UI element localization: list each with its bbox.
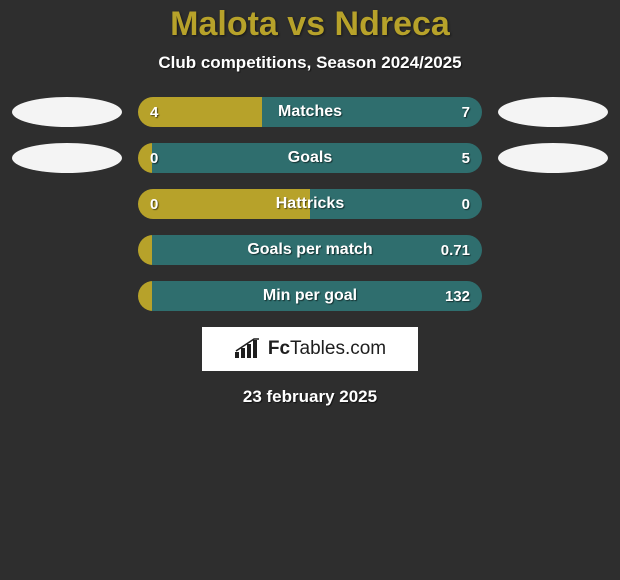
bar-label: Hattricks bbox=[138, 189, 482, 219]
stat-rows: 47Matches 05Goals 00Hattricks 0.71Goals per… bbox=[0, 97, 620, 311]
logo-slot bbox=[498, 189, 608, 219]
logo-slot bbox=[498, 235, 608, 265]
stat-row: 0.71Goals per match bbox=[0, 235, 620, 265]
bars-icon bbox=[234, 338, 262, 360]
logo-slot bbox=[12, 235, 122, 265]
stat-row: 05Goals bbox=[0, 143, 620, 173]
brand-main: Tables bbox=[290, 338, 345, 359]
date-text: 23 february 2025 bbox=[0, 387, 620, 407]
bar-label: Goals per match bbox=[138, 235, 482, 265]
team-logo-left bbox=[12, 97, 122, 127]
brand-suffix: .com bbox=[345, 338, 386, 359]
bar-label: Matches bbox=[138, 97, 482, 127]
stat-row: 00Hattricks bbox=[0, 189, 620, 219]
team-logo-left bbox=[12, 143, 122, 173]
stat-bar: 132Min per goal bbox=[138, 281, 482, 311]
stat-bar: 00Hattricks bbox=[138, 189, 482, 219]
logo-slot bbox=[12, 281, 122, 311]
comparison-infographic: Malota vs Ndreca Club competitions, Seas… bbox=[0, 0, 620, 580]
subtitle: Club competitions, Season 2024/2025 bbox=[0, 53, 620, 73]
team-logo-right bbox=[498, 97, 608, 127]
logo-slot bbox=[498, 281, 608, 311]
team-logo-right bbox=[498, 143, 608, 173]
stat-row: 132Min per goal bbox=[0, 281, 620, 311]
brand-text: FcTables.com bbox=[268, 338, 386, 360]
stat-row: 47Matches bbox=[0, 97, 620, 127]
bar-label: Min per goal bbox=[138, 281, 482, 311]
stat-bar: 05Goals bbox=[138, 143, 482, 173]
stat-bar: 0.71Goals per match bbox=[138, 235, 482, 265]
logo-slot bbox=[12, 189, 122, 219]
bar-label: Goals bbox=[138, 143, 482, 173]
brand-prefix: Fc bbox=[268, 338, 290, 359]
title: Malota vs Ndreca bbox=[0, 0, 620, 43]
stat-bar: 47Matches bbox=[138, 97, 482, 127]
brand-box: FcTables.com bbox=[202, 327, 418, 371]
